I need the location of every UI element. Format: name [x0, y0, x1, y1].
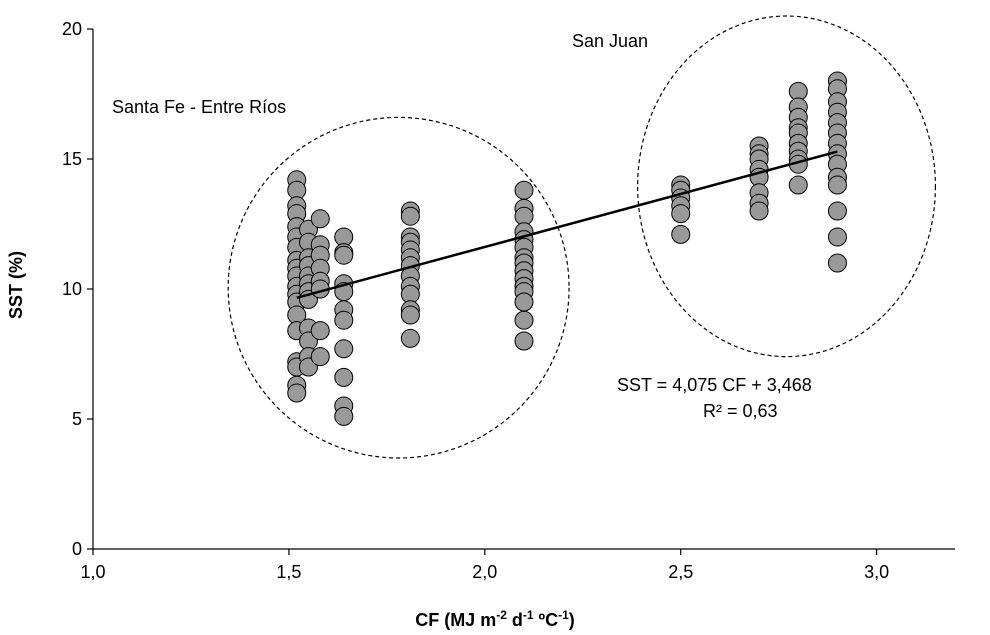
data-point: [287, 383, 307, 403]
x-axis-title: CF (MJ m-2 d-1 ºC-1): [415, 608, 575, 630]
data-point: [827, 175, 847, 195]
data-point: [334, 367, 354, 387]
x-tick-label: 1,5: [276, 562, 301, 582]
trendline: [296, 150, 838, 299]
regression-equation: SST = 4,075 CF + 3,468: [617, 375, 812, 395]
data-point: [400, 305, 420, 325]
trendline-layer: [296, 150, 838, 299]
region-label-san-juan: San Juan: [572, 31, 648, 51]
y-axis-title: SST (%): [6, 251, 26, 319]
data-point: [827, 227, 847, 247]
x-tick-label: 2,0: [472, 562, 497, 582]
data-point: [334, 406, 354, 426]
x-tick-label: 1,0: [80, 562, 105, 582]
data-point: [514, 331, 534, 351]
r-squared: R² = 0,63: [703, 401, 778, 421]
y-tick-label: 5: [72, 409, 82, 429]
data-points: [287, 71, 847, 426]
y-tick-label: 10: [62, 279, 82, 299]
data-point: [334, 245, 354, 265]
data-point: [334, 310, 354, 330]
data-point: [334, 339, 354, 359]
region-ellipse-0: [227, 116, 570, 459]
data-point: [310, 347, 330, 367]
region-ellipses: [227, 15, 937, 459]
data-point: [749, 201, 769, 221]
x-tick-label: 2,5: [668, 562, 693, 582]
axes: 0 5 10 15 20 1,0 1,5 2,0 2,5 3,0: [62, 19, 955, 582]
data-point: [671, 204, 691, 224]
data-point: [514, 310, 534, 330]
data-point: [514, 180, 534, 200]
data-point: [400, 328, 420, 348]
x-tick-label: 3,0: [864, 562, 889, 582]
region-label-santa-fe: Santa Fe - Entre Ríos: [112, 97, 286, 117]
data-point: [827, 253, 847, 273]
data-point: [788, 175, 808, 195]
y-tick-label: 15: [62, 149, 82, 169]
data-point: [671, 224, 691, 244]
region-ellipse-1: [637, 15, 937, 358]
y-tick-label: 0: [72, 539, 82, 559]
data-point: [310, 321, 330, 341]
data-point: [400, 206, 420, 226]
data-point: [514, 292, 534, 312]
data-point: [310, 209, 330, 229]
data-point: [827, 201, 847, 221]
y-tick-label: 20: [62, 19, 82, 39]
